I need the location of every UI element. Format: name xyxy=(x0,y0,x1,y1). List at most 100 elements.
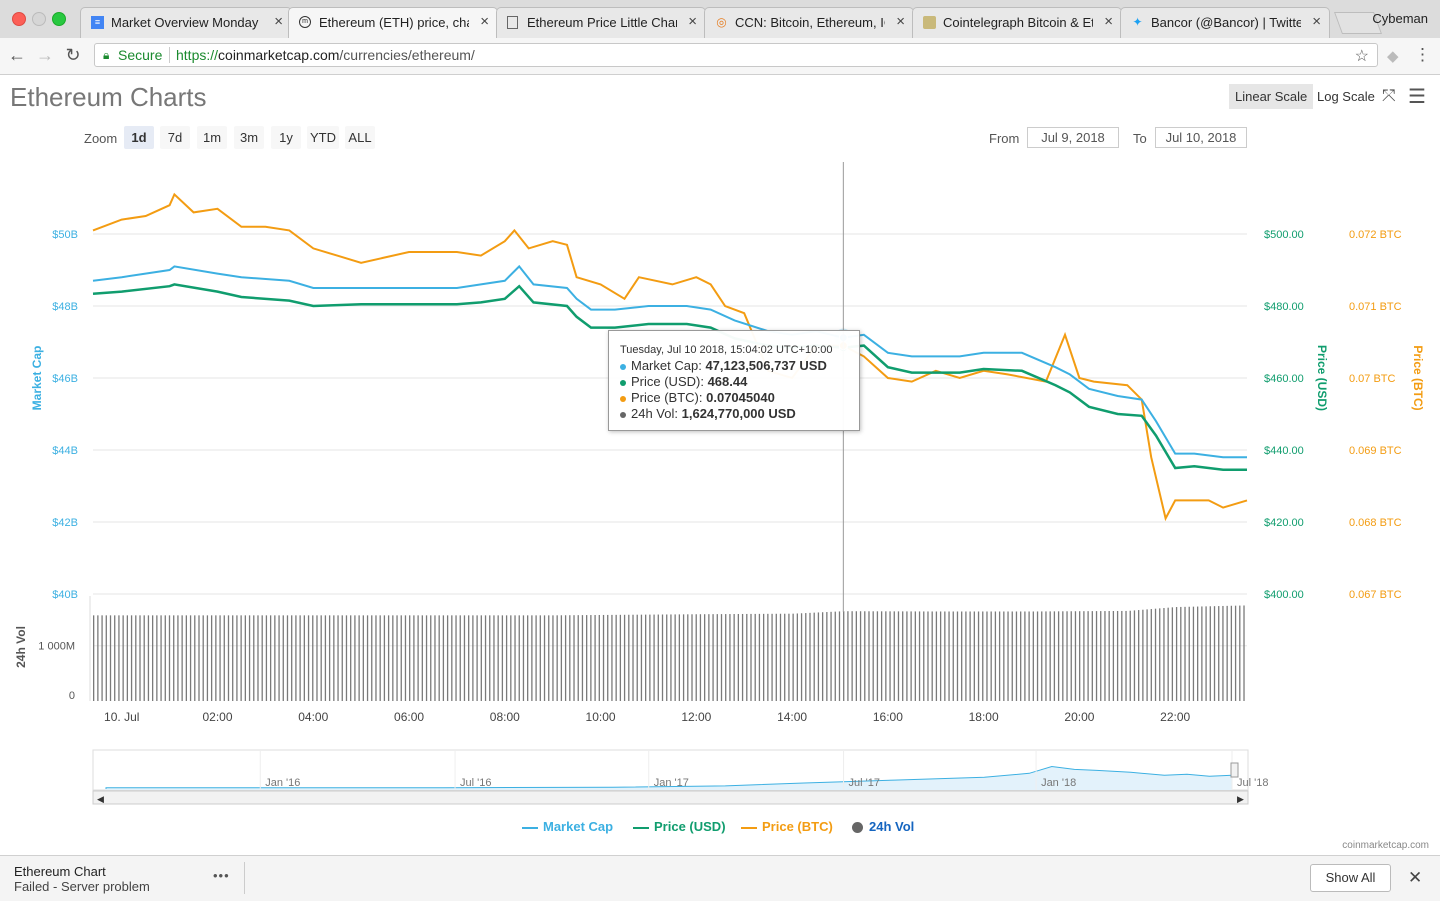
tab-ethereum-price[interactable]: m Ethereum (ETH) price, char × xyxy=(288,7,498,39)
tooltip-price-btc: Price (BTC): 0.07045040 xyxy=(620,390,775,405)
reload-button[interactable]: ↻ xyxy=(65,45,81,65)
linear-scale-button[interactable]: Linear Scale xyxy=(1229,84,1314,109)
volume-bar xyxy=(725,614,727,701)
tab-close-icon[interactable]: × xyxy=(274,13,283,30)
browser-menu-icon[interactable]: ⋮ xyxy=(1414,45,1431,64)
zoom-1d-button[interactable]: 1d xyxy=(124,126,154,149)
volume-bar xyxy=(586,615,588,701)
tab-cointelegraph[interactable]: Cointelegraph Bitcoin & Eth × xyxy=(912,7,1122,38)
volume-bar xyxy=(421,615,423,701)
fullscreen-icon[interactable]: ⤧ xyxy=(1382,86,1396,105)
volume-bar xyxy=(758,613,761,701)
close-window-button[interactable] xyxy=(12,12,26,26)
chart-grid xyxy=(89,233,1247,701)
volume-bar xyxy=(800,613,803,701)
price-btc-axis-title: Price (BTC) xyxy=(1411,345,1425,410)
tab-ethereum-news[interactable]: Ethereum Price Little Chang × xyxy=(496,7,706,38)
maximize-window-button[interactable] xyxy=(52,12,66,26)
download-file-name[interactable]: Ethereum Chart xyxy=(14,864,106,879)
close-downloads-icon[interactable]: ✕ xyxy=(1408,868,1423,887)
volume-bar xyxy=(118,615,120,701)
volume-bar xyxy=(666,614,668,701)
x-tick-label: 18:00 xyxy=(969,710,999,724)
volume-bar xyxy=(291,615,293,701)
price-btc-tick: 0.068 BTC xyxy=(1349,517,1402,529)
forward-button[interactable]: → xyxy=(36,45,54,65)
credit-link[interactable]: coinmarketcap.com xyxy=(1342,840,1429,851)
tooltip-label: Price (USD): xyxy=(631,374,704,389)
legend-market-cap[interactable]: Market Cap xyxy=(522,819,613,834)
zoom-1y-button[interactable]: 1y xyxy=(271,126,301,149)
navigator[interactable]: Jan '16 Jul '16 Jan '17 Jul '17 Jan '18 Jul '… xyxy=(92,749,1268,805)
volume-bar xyxy=(1100,611,1102,701)
chart-menu-icon[interactable]: ☰ xyxy=(1408,86,1426,108)
volume-bar xyxy=(265,615,268,701)
volume-bar xyxy=(969,611,971,701)
volume-bar xyxy=(712,614,714,701)
volume-bar xyxy=(417,615,419,701)
volume-bar xyxy=(307,615,310,701)
back-button[interactable]: ← xyxy=(8,45,26,65)
volume-bar xyxy=(611,614,613,701)
tab-market-overview[interactable]: ≡ Market Overview Monday 9 × xyxy=(80,7,292,38)
volume-bar xyxy=(379,615,381,701)
volume-bar xyxy=(1184,606,1186,701)
zoom-1m-button[interactable]: 1m xyxy=(197,126,227,149)
legend-price-usd[interactable]: Price (USD) xyxy=(633,819,726,834)
url-scheme: https:// xyxy=(176,47,219,63)
ethereum-chart[interactable]: $40B $400.00 0.067 BTC $42B $420.00 0.068 BTC… xyxy=(0,150,1440,805)
volume-bar xyxy=(1057,611,1060,701)
volume-bar xyxy=(122,615,124,701)
to-date-input[interactable]: Jul 10, 2018 xyxy=(1155,127,1247,148)
legend-price-btc[interactable]: Price (BTC) xyxy=(741,819,833,834)
volume-bar xyxy=(387,615,390,701)
tab-ccn[interactable]: ◎ CCN: Bitcoin, Ethereum, IC × xyxy=(704,7,914,38)
volume-bar xyxy=(1129,610,1131,701)
extension-icon[interactable]: ◆ xyxy=(1387,48,1399,65)
zoom-ytd-button[interactable]: YTD xyxy=(307,126,339,149)
volume-bar xyxy=(855,611,857,701)
volume-bar xyxy=(1083,611,1085,701)
download-options-icon[interactable]: ••• xyxy=(213,868,230,883)
minimize-window-button[interactable] xyxy=(32,12,46,26)
profile-name[interactable]: Cybeman xyxy=(1372,11,1428,26)
volume-bar xyxy=(552,615,554,701)
volume-bar xyxy=(168,615,171,701)
bookmark-star-icon[interactable]: ☆ xyxy=(1354,48,1369,65)
volume-bar xyxy=(143,615,145,701)
tab-close-icon[interactable]: × xyxy=(1104,13,1113,30)
volume-bar xyxy=(425,615,428,701)
volume-bar xyxy=(303,615,305,701)
from-date-input[interactable]: Jul 9, 2018 xyxy=(1027,127,1119,148)
tab-close-icon[interactable]: × xyxy=(688,13,697,30)
tooltip-value: 468.44 xyxy=(707,374,748,389)
volume-bar xyxy=(1011,611,1013,701)
tab-close-icon[interactable]: × xyxy=(480,13,489,30)
volume-bar xyxy=(114,615,116,701)
tab-bancor-twitter[interactable]: ✦ Bancor (@Bancor) | Twitter × xyxy=(1120,7,1330,38)
zoom-3m-button[interactable]: 3m xyxy=(234,126,264,149)
volume-bar xyxy=(501,615,504,701)
price-usd-tick: $480.00 xyxy=(1264,301,1304,313)
tooltip-date: Tuesday, Jul 10 2018, 15:04:02 UTC+10:00 xyxy=(620,344,833,356)
volume-bar xyxy=(1041,611,1043,701)
volume-bar xyxy=(1150,609,1152,701)
address-bar[interactable]: 🔒︎ Secure https://coinmarketcap.com/curr… xyxy=(94,43,1378,67)
zoom-7d-button[interactable]: 7d xyxy=(160,126,190,149)
price-usd-tick: $400.00 xyxy=(1264,589,1304,601)
show-all-button[interactable]: Show All xyxy=(1310,864,1391,892)
volume-bar xyxy=(210,615,213,701)
tab-close-icon[interactable]: × xyxy=(896,13,905,30)
volume-bar xyxy=(619,614,622,701)
legend-24h-vol[interactable]: 24h Vol xyxy=(852,819,914,834)
volume-bar xyxy=(1095,611,1098,701)
zoom-all-button[interactable]: ALL xyxy=(345,126,375,149)
tab-close-icon[interactable]: × xyxy=(1312,13,1321,30)
volume-bar xyxy=(505,615,508,701)
volume-bar xyxy=(560,615,563,701)
volume-bar xyxy=(923,611,925,701)
volume-bar xyxy=(198,615,200,701)
log-scale-button[interactable]: Log Scale xyxy=(1317,89,1375,104)
x-tick-label: 08:00 xyxy=(490,710,520,724)
volume-bar xyxy=(708,614,710,701)
